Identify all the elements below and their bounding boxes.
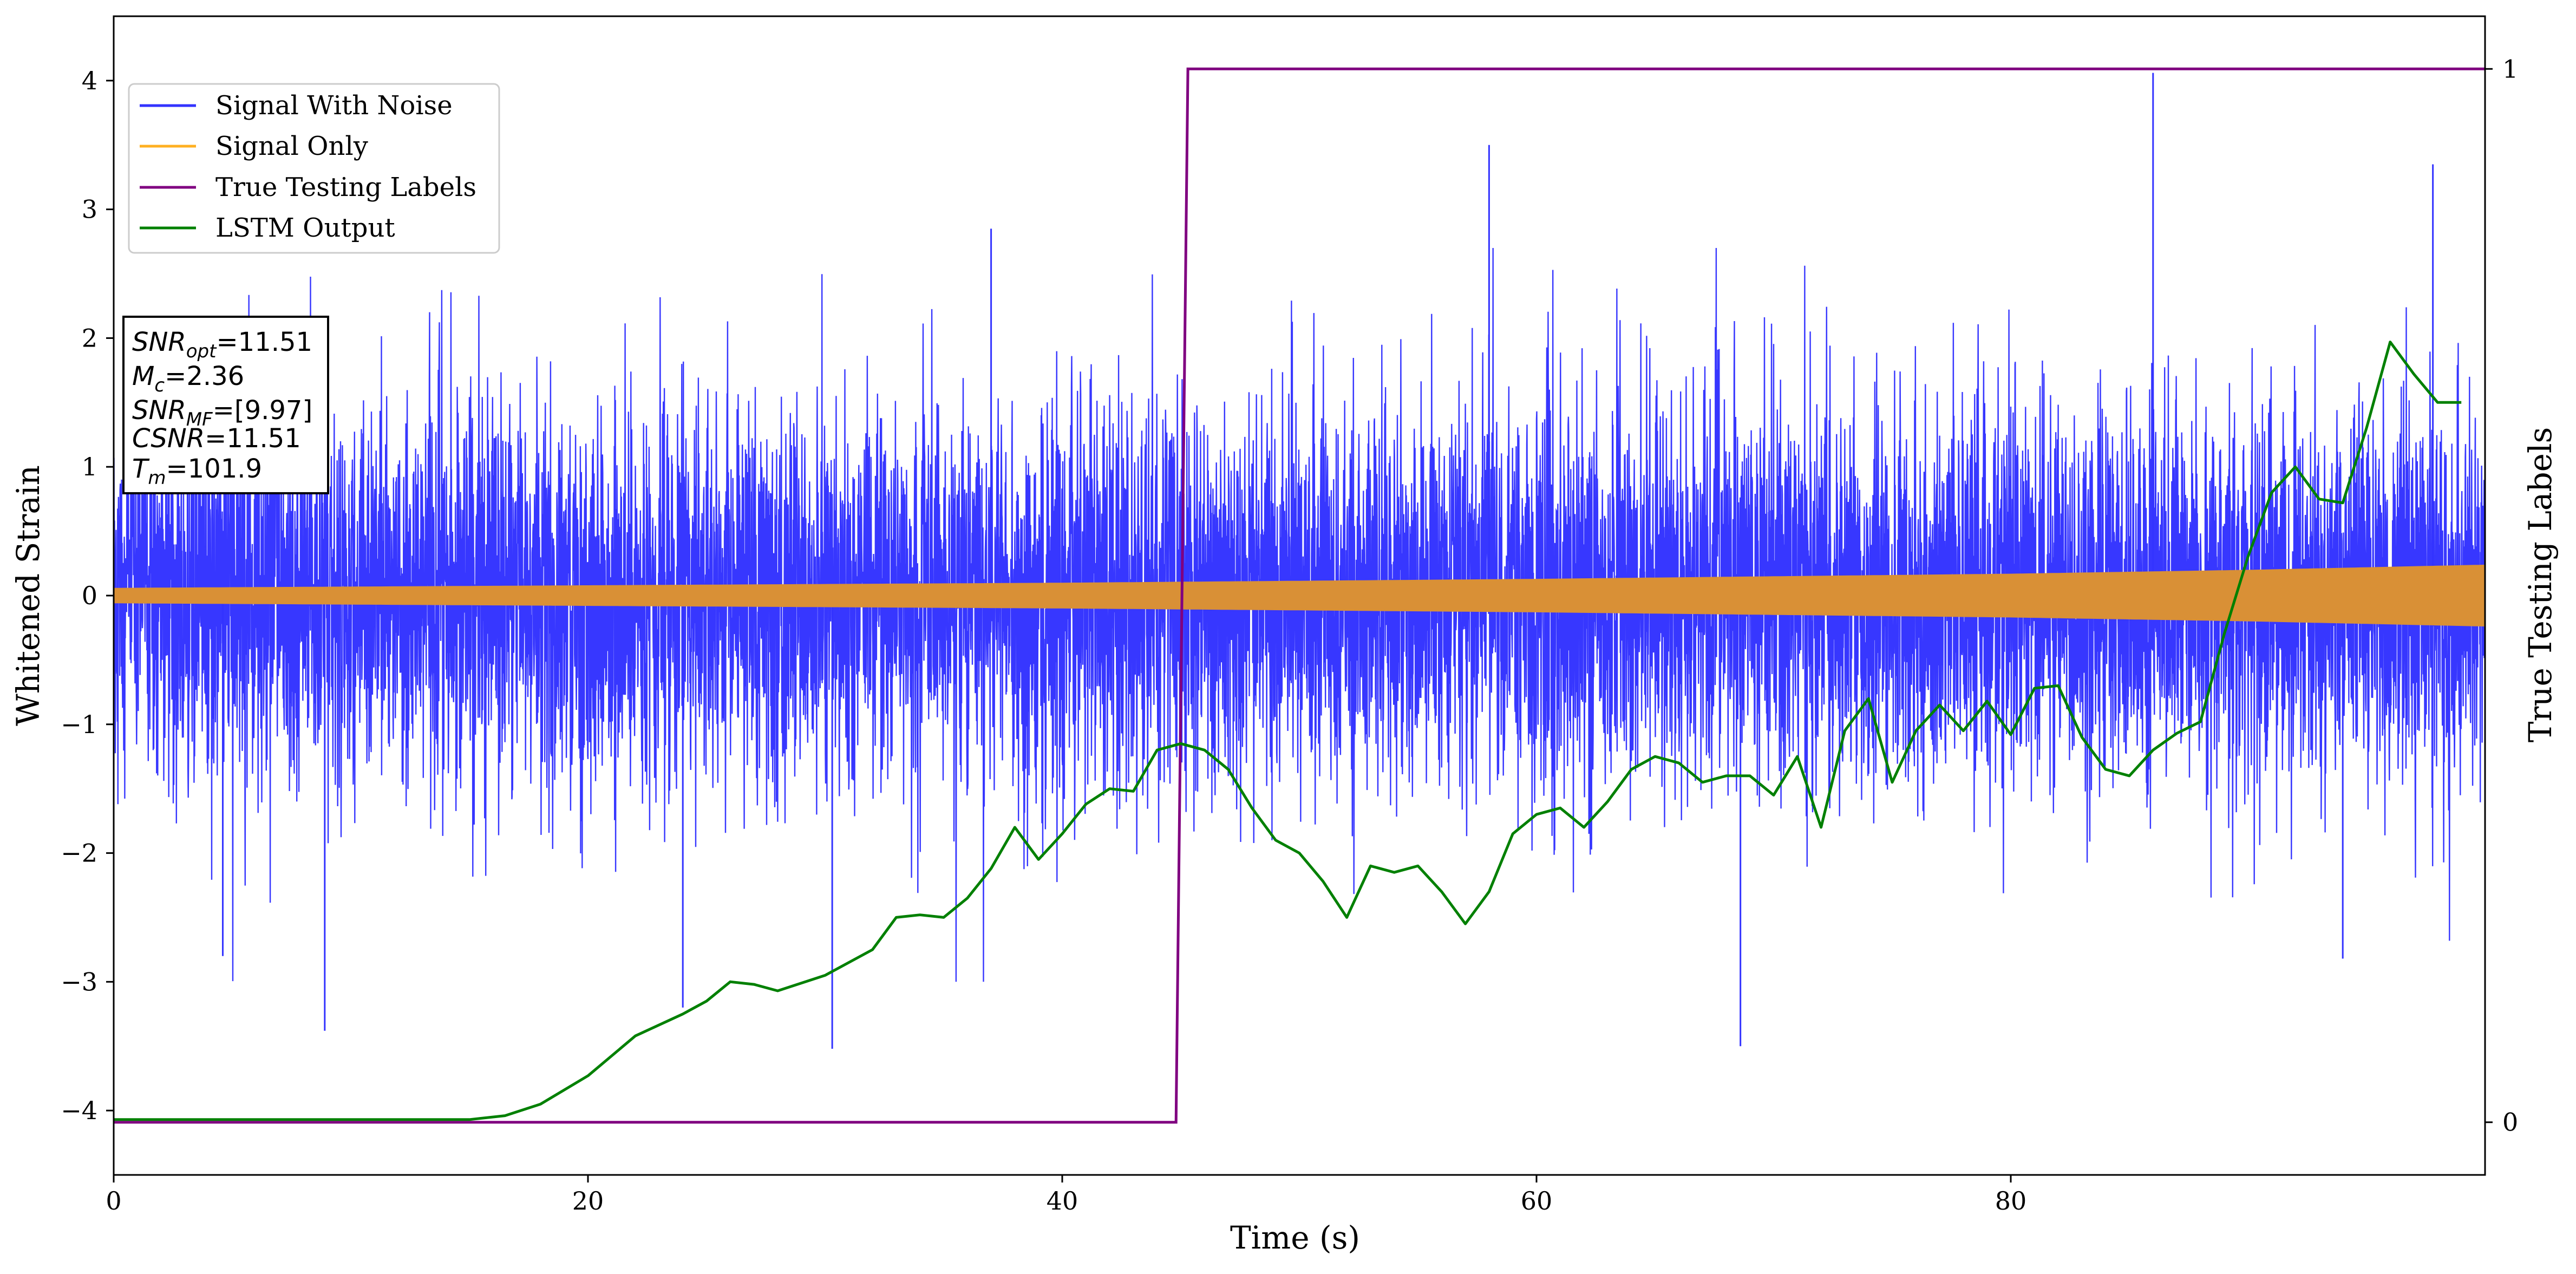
legend-box	[128, 83, 500, 254]
x-tick-label-80: 80	[1995, 1186, 2027, 1216]
info-line-snr-mf: SNRMF=[9.97]	[132, 395, 312, 430]
y-tick-label-3: 3	[82, 195, 97, 224]
legend-label-true-testing-labels: True Testing Labels	[215, 172, 476, 202]
true-testing-labels-line	[114, 67, 2485, 1124]
signal-with-noise-series	[114, 73, 2485, 1049]
y-tick-label--4: −4	[61, 1096, 97, 1125]
y2-tick-label-0: 0	[2502, 1108, 2518, 1137]
signal-only-band	[114, 564, 2485, 627]
x-tick-label-60: 60	[1521, 1186, 1553, 1216]
info-line-snr-opt: SNRopt=11.51	[132, 327, 312, 362]
info-box: SNRopt=11.51 Mc=2.36 SNRMF=[9.97] CSNR=1…	[122, 316, 329, 494]
y-tick-label--2: −2	[61, 839, 97, 868]
y-tick-label-1: 1	[82, 452, 97, 481]
signal-with-noise-line	[114, 247, 2485, 982]
legend-entry-lstm-output: LSTM Output	[140, 213, 395, 243]
x-tick-label-20: 20	[572, 1186, 604, 1216]
info-line-tm: Tm=101.9	[132, 454, 262, 489]
y-axis-title: Whitened Strain	[10, 465, 47, 726]
x-tick-label-0: 0	[106, 1186, 121, 1216]
lstm-output-line	[114, 341, 2462, 1121]
legend-label-signal-with-noise: Signal With Noise	[215, 90, 453, 121]
legend-entry-signal-with-noise: Signal With Noise	[140, 90, 453, 121]
lstm-output-series	[114, 341, 2462, 1121]
y-tick-label--1: −1	[61, 710, 97, 739]
legend-label-signal-only: Signal Only	[215, 131, 368, 161]
y-tick-label-0: 0	[82, 581, 97, 610]
plot-area	[114, 67, 2485, 1124]
true-testing-labels-series	[114, 67, 2485, 1124]
y-tick-label-2: 2	[82, 323, 97, 352]
y-tick-label-4: 4	[82, 66, 97, 95]
legend-label-lstm-output: LSTM Output	[215, 213, 395, 243]
legend-entry-true-testing-labels: True Testing Labels	[140, 172, 476, 202]
y2-tick-label-1: 1	[2502, 54, 2518, 83]
legend: Signal With Noise Signal Only True Testi…	[128, 83, 500, 254]
x-tick-label-40: 40	[1047, 1186, 1078, 1216]
info-line-csnr: CSNR=11.51	[132, 423, 301, 454]
y2-axis-title: True Testing Labels	[2522, 427, 2559, 742]
info-line-mc: Mc=2.36	[132, 361, 244, 396]
legend-entry-signal-only: Signal Only	[140, 131, 368, 161]
info-box-frame	[122, 316, 329, 494]
y-tick-label--3: −3	[61, 967, 97, 996]
x-axis-title: Time (s)	[1230, 1219, 1360, 1256]
signal-only-series	[114, 564, 2485, 627]
